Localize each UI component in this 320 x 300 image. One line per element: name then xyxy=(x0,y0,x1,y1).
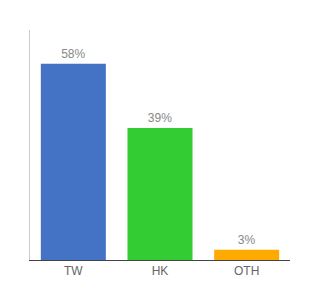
svg-text:HK: HK xyxy=(152,264,169,278)
svg-text:39%: 39% xyxy=(148,111,172,125)
svg-text:OTH: OTH xyxy=(234,264,259,278)
svg-text:3%: 3% xyxy=(238,233,256,247)
svg-text:58%: 58% xyxy=(61,47,85,61)
svg-text:TW: TW xyxy=(64,264,83,278)
